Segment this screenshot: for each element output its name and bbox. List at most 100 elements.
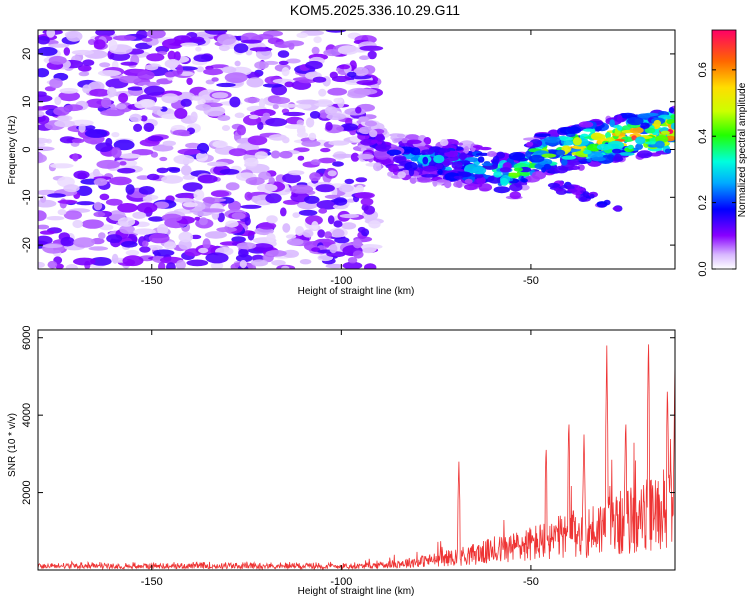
signal-cell	[444, 180, 452, 189]
noise-cell	[70, 119, 94, 127]
noise-cell	[172, 129, 190, 136]
noise-cell	[315, 184, 335, 193]
noise-cell	[111, 132, 120, 138]
noise-cell	[271, 259, 286, 266]
noise-cell	[240, 204, 262, 209]
noise-cell	[236, 124, 246, 136]
noise-cell	[280, 207, 287, 217]
noise-cell	[38, 152, 44, 163]
noise-cell	[82, 84, 92, 94]
noise-cell	[334, 236, 350, 244]
noise-cell	[325, 121, 333, 131]
noise-cell	[147, 135, 164, 142]
noise-cell	[282, 249, 299, 258]
noise-cell	[71, 49, 94, 56]
signal-cell	[472, 145, 483, 149]
noise-cell	[308, 132, 317, 141]
signal-cell	[519, 184, 530, 191]
noise-cell	[284, 124, 306, 129]
noise-cell	[359, 244, 377, 254]
noise-cell	[328, 140, 350, 146]
noise-cell	[38, 146, 55, 152]
noise-cell	[122, 255, 144, 267]
figure-title: KOM5.2025.336.10.29.G11	[290, 2, 460, 18]
snr-x-axis-title: Height of straight line (km)	[298, 586, 415, 597]
noise-cell	[292, 212, 301, 219]
signal-cell	[478, 146, 492, 151]
noise-cell	[140, 115, 148, 122]
noise-cell	[93, 201, 103, 211]
signal-cell	[572, 137, 582, 146]
signal-cell	[596, 143, 613, 151]
noise-cell	[327, 170, 337, 177]
noise-cell	[131, 149, 154, 156]
noise-cell	[95, 142, 113, 152]
signal-cell	[583, 149, 592, 155]
noise-cell	[245, 177, 265, 186]
noise-cell	[239, 260, 247, 269]
noise-cell	[87, 39, 96, 45]
noise-cell	[89, 88, 110, 97]
noise-cell	[344, 178, 355, 184]
signal-cell	[493, 171, 502, 178]
noise-cell	[116, 103, 127, 110]
noise-cell	[38, 110, 45, 117]
signal-cell	[423, 137, 432, 145]
noise-cell	[146, 53, 165, 62]
noise-cell	[228, 148, 247, 157]
signal-cell	[474, 173, 484, 179]
noise-cell	[196, 66, 205, 73]
noise-cell	[212, 140, 228, 148]
noise-cell	[240, 39, 262, 44]
noise-cell	[113, 139, 135, 151]
noise-cell	[198, 247, 209, 254]
noise-cell	[338, 64, 351, 70]
noise-cell	[278, 60, 289, 65]
noise-cell	[202, 208, 226, 213]
noise-cell	[229, 96, 241, 108]
noise-cell	[254, 61, 269, 70]
signal-cell	[493, 186, 510, 194]
signal-cell	[612, 148, 622, 154]
snr-x-ticks: -150 -100 -50	[141, 330, 539, 588]
noise-cell	[111, 147, 122, 159]
noise-cell	[311, 221, 319, 230]
signal-cell	[653, 119, 661, 127]
noise-cell	[75, 185, 93, 196]
signal-cell	[499, 167, 512, 173]
spectrogram-y-axis-title: Frequency (Hz)	[7, 116, 18, 185]
signal-cell	[509, 183, 523, 192]
noise-cell	[47, 193, 66, 198]
noise-cell	[108, 39, 118, 51]
noise-cell	[141, 99, 156, 108]
noise-cell	[161, 93, 180, 104]
noise-cell	[353, 67, 369, 77]
noise-cell	[167, 50, 176, 61]
noise-cell	[216, 227, 237, 233]
spectrogram-y-ticks: -20 -10 0 10 20	[21, 48, 675, 253]
noise-cell	[364, 263, 377, 269]
noise-cell	[235, 254, 253, 263]
noise-cell	[196, 152, 208, 162]
noise-cell	[189, 36, 205, 43]
signal-cell	[635, 136, 646, 145]
noise-cell	[100, 109, 125, 117]
y-tick-label: -10	[21, 189, 33, 205]
signal-cell	[369, 129, 378, 138]
noise-cell	[231, 236, 246, 243]
noise-cell	[324, 106, 338, 116]
noise-cell	[148, 233, 170, 244]
noise-cell	[311, 46, 320, 55]
noise-cell	[127, 86, 144, 91]
noise-cell	[194, 216, 201, 221]
noise-cell	[296, 103, 312, 109]
noise-cell	[173, 154, 195, 165]
noise-cell	[202, 238, 211, 250]
signal-cell	[422, 156, 429, 165]
noise-cell	[57, 209, 67, 216]
noise-cell	[57, 199, 78, 204]
signal-cell	[387, 171, 394, 177]
noise-cell	[132, 211, 147, 219]
noise-cell	[88, 246, 109, 251]
noise-cell	[271, 97, 291, 104]
